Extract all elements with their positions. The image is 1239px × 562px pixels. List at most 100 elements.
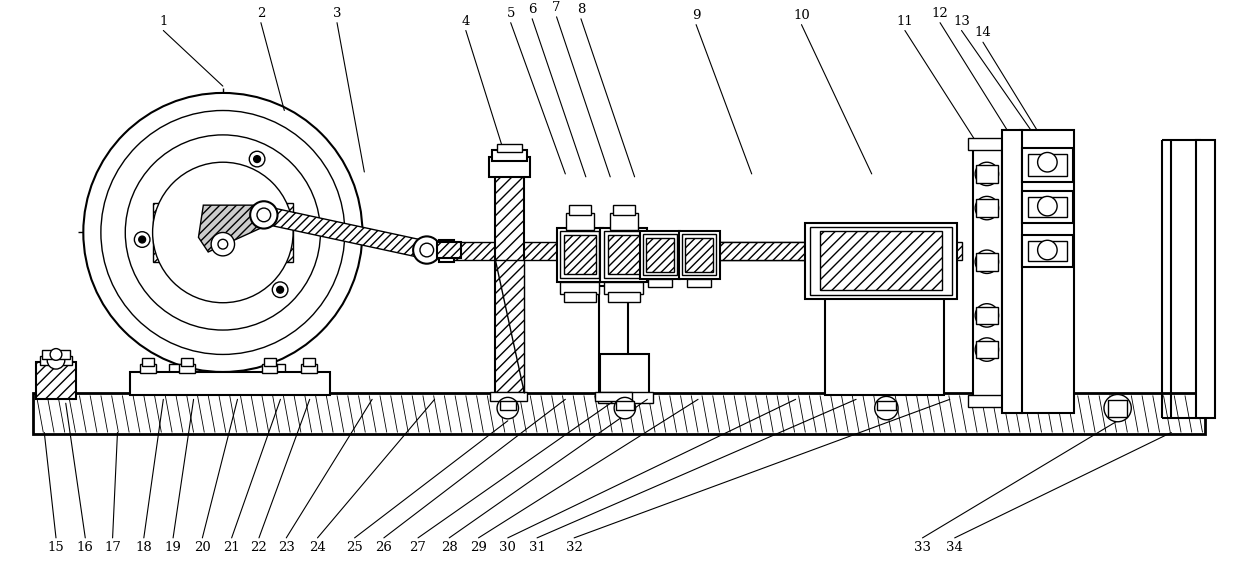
Bar [805, 223, 957, 299]
Bar [976, 165, 997, 183]
Circle shape [134, 232, 150, 247]
Circle shape [1037, 152, 1057, 172]
Text: 14: 14 [975, 26, 991, 39]
Circle shape [256, 208, 270, 222]
Bar [560, 232, 600, 278]
Polygon shape [496, 260, 524, 393]
Bar [683, 234, 716, 275]
Text: 28: 28 [441, 541, 457, 554]
Bar [605, 232, 643, 278]
Bar [302, 359, 315, 366]
Bar [643, 234, 676, 275]
Text: 30: 30 [499, 541, 517, 554]
Circle shape [211, 233, 234, 256]
Bar [569, 205, 591, 215]
Text: 13: 13 [953, 15, 970, 28]
Text: 23: 23 [278, 541, 295, 554]
Text: 33: 33 [914, 541, 930, 554]
Circle shape [1037, 241, 1057, 260]
Bar [601, 228, 647, 282]
Bar [976, 307, 997, 324]
Bar [1002, 130, 1022, 413]
Text: 31: 31 [529, 541, 545, 554]
Bar [130, 372, 330, 396]
Bar [497, 144, 523, 152]
Bar [597, 392, 653, 403]
Text: 9: 9 [691, 8, 700, 22]
Circle shape [152, 162, 294, 303]
Bar [679, 230, 720, 279]
Bar [976, 200, 997, 217]
Bar [605, 282, 643, 294]
Bar [688, 279, 711, 287]
Bar [491, 392, 528, 401]
Text: 3: 3 [333, 7, 341, 20]
Circle shape [875, 396, 898, 420]
Circle shape [497, 397, 518, 419]
Text: 29: 29 [470, 541, 487, 554]
Circle shape [975, 162, 999, 185]
Bar [501, 401, 515, 410]
Circle shape [276, 286, 284, 293]
Bar [608, 235, 639, 274]
Bar [1108, 400, 1127, 417]
Bar [1022, 148, 1073, 182]
Bar [301, 364, 316, 373]
Bar [820, 232, 942, 290]
Bar [489, 157, 530, 177]
Text: 1: 1 [159, 15, 167, 28]
Circle shape [1037, 196, 1057, 216]
Bar [1028, 241, 1067, 261]
Bar [181, 359, 192, 366]
Circle shape [273, 282, 287, 297]
Bar [1196, 140, 1215, 418]
Bar [973, 144, 1002, 398]
Bar [264, 359, 275, 366]
Circle shape [250, 201, 278, 229]
Bar [261, 364, 278, 373]
Text: 16: 16 [77, 541, 94, 554]
Circle shape [975, 250, 999, 274]
Text: 18: 18 [135, 541, 152, 554]
Bar [1020, 130, 1074, 413]
Bar [648, 279, 672, 287]
Bar [598, 286, 628, 393]
Circle shape [139, 236, 146, 243]
Text: 27: 27 [410, 541, 426, 554]
Circle shape [975, 338, 999, 361]
Bar [141, 359, 154, 366]
Bar [608, 292, 639, 302]
Text: 5: 5 [507, 7, 515, 20]
Text: 4: 4 [462, 15, 470, 28]
Polygon shape [198, 205, 261, 252]
Bar [877, 401, 896, 410]
Text: 26: 26 [375, 541, 393, 554]
Bar [565, 292, 596, 302]
Bar [41, 356, 72, 365]
Bar [178, 364, 195, 373]
Bar [436, 242, 461, 258]
Bar [616, 401, 633, 410]
Circle shape [100, 111, 344, 355]
Text: 21: 21 [223, 541, 240, 554]
Text: 34: 34 [947, 541, 963, 554]
Text: 24: 24 [309, 541, 326, 554]
Text: 7: 7 [553, 1, 561, 14]
Bar [452, 242, 961, 260]
Bar [1022, 235, 1073, 266]
Bar [556, 228, 603, 282]
Bar [969, 396, 1007, 407]
Text: 19: 19 [165, 541, 182, 554]
Circle shape [615, 397, 636, 419]
Polygon shape [261, 206, 429, 259]
Bar [613, 205, 634, 215]
Text: 10: 10 [793, 8, 810, 22]
Bar [1022, 192, 1073, 223]
Circle shape [47, 351, 64, 369]
Bar [140, 364, 156, 373]
Bar [712, 242, 942, 260]
Text: 12: 12 [932, 7, 948, 20]
Bar [976, 253, 997, 270]
Circle shape [254, 156, 260, 162]
Circle shape [413, 237, 440, 264]
